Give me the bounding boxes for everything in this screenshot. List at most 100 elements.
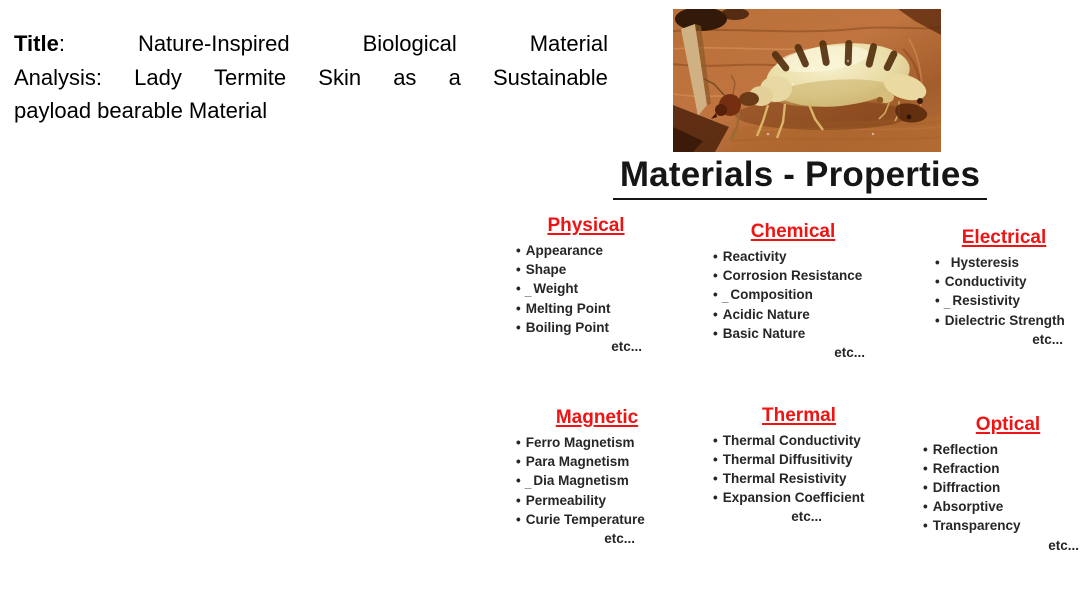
title-word: Lady [134, 64, 182, 90]
property-item-label: Permeability [525, 493, 607, 508]
property-item-label: Acidic Nature [722, 307, 810, 322]
property-group-electrical: Electrical • Hysteresis • Conductivity • _ Res… [935, 226, 1085, 349]
property-item-label: Reflection [932, 442, 998, 457]
bullet-icon: • [516, 512, 521, 527]
property-group-optical: Optical • Reflection • Refraction • Diffracti… [923, 413, 1083, 555]
bullet-icon: • [935, 255, 940, 270]
bullet-icon: • [713, 249, 718, 264]
property-item-label: Thermal Diffusitivity [722, 452, 853, 467]
property-item: • Conductivity [935, 272, 1085, 291]
property-item: • Dielectric Strength [935, 311, 1085, 330]
property-item: • Diffraction [923, 478, 1083, 497]
bullet-icon: • [935, 293, 940, 308]
property-item: • Expansion Coefficient [713, 488, 873, 507]
etc-label: etc... [791, 509, 822, 524]
bullet-icon: • [516, 243, 521, 258]
property-item: • Thermal Resistivity [713, 469, 873, 488]
title-line-1: Title: Nature-Inspired Biological Material [14, 27, 608, 61]
property-item: • Transparency [923, 516, 1083, 535]
property-item-label: Composition [730, 287, 813, 302]
title-lead: Title: [14, 31, 65, 56]
small-termite [876, 73, 927, 122]
bullet-icon: • [923, 480, 928, 495]
title-word: Material [529, 31, 608, 56]
property-item: • Melting Point [516, 299, 646, 318]
bullet-icon: • [923, 518, 928, 533]
property-item: • Ferro Magnetism [516, 433, 656, 452]
property-group-heading: Physical [547, 215, 625, 236]
etc-label: etc... [834, 345, 865, 360]
property-item: • Corrosion Resistance [713, 266, 873, 285]
property-item-label: Shape [525, 262, 567, 277]
property-item-label: Dielectric Strength [944, 313, 1065, 328]
title-line-2: Analysis: Lady Termite Skin as a Sustainable [14, 61, 608, 95]
property-item: • Absorptive [923, 497, 1083, 516]
title-word: Termite [214, 64, 287, 90]
property-item: • _ Resistivity [935, 291, 1085, 311]
property-group-heading: Magnetic [555, 407, 639, 428]
property-item-label: Hysteresis [950, 255, 1020, 270]
property-item: • Thermal Conductivity [713, 431, 873, 450]
bullet-icon: • [935, 274, 940, 289]
property-item: • Reactivity [713, 247, 873, 266]
bullet-icon: • [923, 461, 928, 476]
title-word: as [393, 64, 417, 90]
property-item: • Thermal Diffusitivity [713, 450, 873, 469]
bullet-icon: • [516, 320, 521, 335]
property-item-label: Weight [533, 281, 579, 296]
property-item-label: Reactivity [722, 249, 787, 264]
bullet-icon: • [516, 493, 521, 508]
property-item-label: Boiling Point [525, 320, 609, 335]
property-item-label: Melting Point [525, 301, 611, 316]
property-group-heading: Chemical [750, 221, 836, 242]
title-word: Analysis: [14, 64, 103, 90]
bullet-icon: • [713, 268, 718, 283]
title-word: a [448, 64, 461, 90]
bullet-icon: • [935, 313, 940, 328]
etc-label: etc... [1032, 332, 1063, 347]
termite-photo-illustration [673, 9, 941, 152]
property-item-label: Corrosion Resistance [722, 268, 863, 283]
property-item: • _ Composition [713, 285, 873, 305]
bullet-icon: • [713, 307, 718, 322]
bullet-icon: • [713, 490, 718, 505]
property-item: • Shape [516, 260, 646, 279]
property-item: • Acidic Nature [713, 305, 873, 324]
property-list: • Hysteresis • Conductivity • _ Resistivity • Di… [935, 253, 1085, 330]
slide-title: Title: Nature-Inspired Biological Material… [14, 27, 608, 128]
property-item-label: Conductivity [944, 274, 1027, 289]
property-item-label: Appearance [525, 243, 604, 258]
property-list: • Thermal Conductivity • Thermal Diffusitiv… [713, 431, 873, 507]
title-word: Skin [318, 64, 362, 90]
underscore-mark: _ [943, 296, 951, 310]
title-word: Sustainable [492, 64, 608, 90]
property-item: • Basic Nature [713, 324, 873, 343]
underscore-mark: _ [721, 290, 729, 304]
bullet-icon: • [713, 471, 718, 486]
property-group-physical: Physical • Appearance • Shape • _ Weight • Melti… [516, 214, 646, 356]
property-item: • Permeability [516, 491, 656, 510]
title-line-3: payload bearable Material [14, 98, 268, 123]
property-item-label: Basic Nature [722, 326, 806, 341]
bullet-icon: • [516, 473, 521, 488]
property-item: • Curie Temperature [516, 510, 656, 529]
property-group-chemical: Chemical • Reactivity • Corrosion Resistanc… [713, 220, 873, 362]
property-item: • _ Dia Magnetism [516, 471, 656, 491]
bullet-icon: • [516, 262, 521, 277]
property-item-label: Thermal Resistivity [722, 471, 847, 486]
property-group-magnetic: Magnetic • Ferro Magnetism • Para Magnetism… [516, 406, 656, 548]
property-group-heading: Optical [975, 414, 1041, 435]
property-group-heading: Electrical [961, 227, 1047, 248]
property-list: • Ferro Magnetism • Para Magnetism • _ Dia Mag… [516, 433, 656, 529]
bullet-icon: • [923, 499, 928, 514]
property-item: • Appearance [516, 241, 646, 260]
bullet-icon: • [923, 442, 928, 457]
property-item-label: Curie Temperature [525, 512, 645, 527]
property-item-label: Absorptive [932, 499, 1004, 514]
bullet-icon: • [713, 287, 718, 302]
etc-label: etc... [611, 339, 642, 354]
etc-label: etc... [1048, 538, 1079, 553]
title-word: Biological [362, 31, 457, 56]
property-group-heading: Thermal [762, 405, 836, 426]
termite-photo [673, 9, 941, 152]
